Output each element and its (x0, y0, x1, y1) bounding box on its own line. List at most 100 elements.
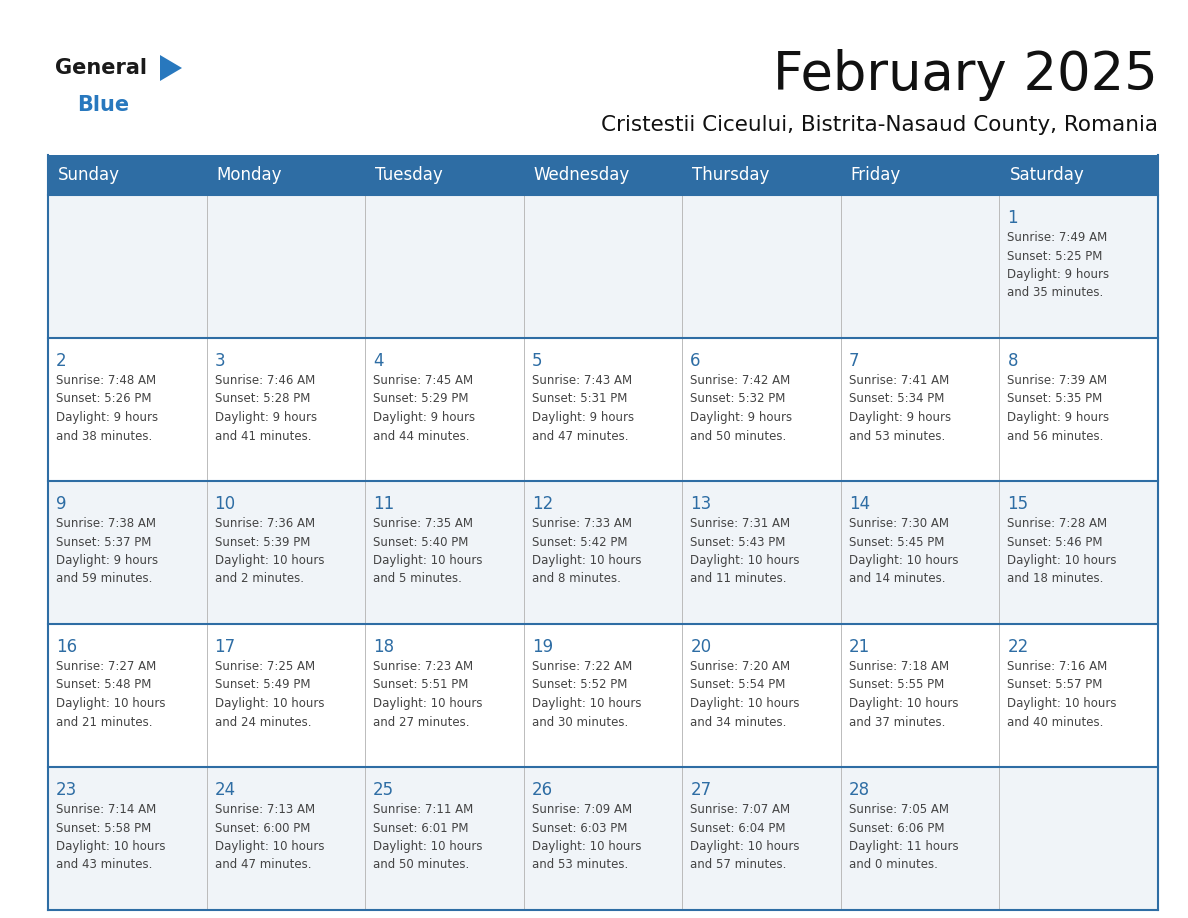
Bar (999, 767, 1158, 910)
Text: Sunset: 5:46 PM: Sunset: 5:46 PM (1007, 535, 1102, 548)
Text: 18: 18 (373, 638, 394, 656)
Text: Sunrise: 7:14 AM: Sunrise: 7:14 AM (56, 803, 157, 816)
Text: Sunrise: 7:41 AM: Sunrise: 7:41 AM (849, 374, 949, 387)
Text: and 47 minutes.: and 47 minutes. (215, 858, 311, 871)
Text: and 0 minutes.: and 0 minutes. (849, 858, 937, 871)
Text: Sunset: 5:37 PM: Sunset: 5:37 PM (56, 535, 151, 548)
Text: Sunset: 6:06 PM: Sunset: 6:06 PM (849, 822, 944, 834)
Bar (999, 195, 1158, 338)
Bar (524, 481, 682, 624)
Text: 7: 7 (849, 352, 859, 370)
Text: Sunset: 5:58 PM: Sunset: 5:58 PM (56, 822, 151, 834)
Text: 22: 22 (1007, 638, 1029, 656)
Text: Sunset: 6:00 PM: Sunset: 6:00 PM (215, 822, 310, 834)
Text: Sunrise: 7:27 AM: Sunrise: 7:27 AM (56, 660, 157, 673)
Text: Sunrise: 7:36 AM: Sunrise: 7:36 AM (215, 517, 315, 530)
Text: Sunrise: 7:35 AM: Sunrise: 7:35 AM (373, 517, 473, 530)
Text: Sunset: 5:54 PM: Sunset: 5:54 PM (690, 678, 785, 691)
Text: Sunrise: 7:09 AM: Sunrise: 7:09 AM (532, 803, 632, 816)
Bar (682, 338, 841, 481)
Bar (365, 338, 524, 481)
Text: Sunset: 6:01 PM: Sunset: 6:01 PM (373, 822, 468, 834)
Bar (365, 767, 524, 910)
Text: Sunrise: 7:25 AM: Sunrise: 7:25 AM (215, 660, 315, 673)
Text: Sunrise: 7:28 AM: Sunrise: 7:28 AM (1007, 517, 1107, 530)
Bar (48, 624, 207, 767)
Text: Daylight: 9 hours: Daylight: 9 hours (532, 411, 634, 424)
Text: 1: 1 (1007, 209, 1018, 227)
Bar (841, 767, 999, 910)
Text: Sunrise: 7:31 AM: Sunrise: 7:31 AM (690, 517, 790, 530)
Text: Sunset: 5:45 PM: Sunset: 5:45 PM (849, 535, 944, 548)
Text: 9: 9 (56, 495, 67, 513)
Text: Daylight: 10 hours: Daylight: 10 hours (56, 697, 165, 710)
Text: Sunset: 5:31 PM: Sunset: 5:31 PM (532, 393, 627, 406)
Text: Wednesday: Wednesday (533, 166, 630, 184)
Bar (682, 624, 841, 767)
Text: Daylight: 9 hours: Daylight: 9 hours (849, 411, 950, 424)
Text: Sunrise: 7:11 AM: Sunrise: 7:11 AM (373, 803, 473, 816)
Text: Sunrise: 7:22 AM: Sunrise: 7:22 AM (532, 660, 632, 673)
Text: 11: 11 (373, 495, 394, 513)
Bar (841, 624, 999, 767)
Text: Daylight: 9 hours: Daylight: 9 hours (1007, 268, 1110, 281)
Text: and 34 minutes.: and 34 minutes. (690, 715, 786, 729)
Bar (524, 624, 682, 767)
Text: Sunrise: 7:48 AM: Sunrise: 7:48 AM (56, 374, 156, 387)
Text: Sunrise: 7:20 AM: Sunrise: 7:20 AM (690, 660, 790, 673)
Text: Sunrise: 7:33 AM: Sunrise: 7:33 AM (532, 517, 632, 530)
Text: and 18 minutes.: and 18 minutes. (1007, 573, 1104, 586)
Text: Sunset: 5:51 PM: Sunset: 5:51 PM (373, 678, 468, 691)
Bar (365, 481, 524, 624)
Text: Tuesday: Tuesday (375, 166, 443, 184)
Text: Daylight: 10 hours: Daylight: 10 hours (373, 554, 482, 567)
Text: Sunset: 5:42 PM: Sunset: 5:42 PM (532, 535, 627, 548)
Text: and 8 minutes.: and 8 minutes. (532, 573, 620, 586)
Text: Sunset: 5:28 PM: Sunset: 5:28 PM (215, 393, 310, 406)
Text: Sunrise: 7:39 AM: Sunrise: 7:39 AM (1007, 374, 1107, 387)
Text: Daylight: 10 hours: Daylight: 10 hours (1007, 697, 1117, 710)
Text: 15: 15 (1007, 495, 1029, 513)
Text: 12: 12 (532, 495, 552, 513)
Text: Sunset: 5:34 PM: Sunset: 5:34 PM (849, 393, 944, 406)
Text: and 56 minutes.: and 56 minutes. (1007, 430, 1104, 442)
Text: Sunset: 5:57 PM: Sunset: 5:57 PM (1007, 678, 1102, 691)
Text: Thursday: Thursday (693, 166, 770, 184)
Text: Daylight: 10 hours: Daylight: 10 hours (532, 840, 642, 853)
Text: Daylight: 10 hours: Daylight: 10 hours (690, 554, 800, 567)
Text: and 44 minutes.: and 44 minutes. (373, 430, 469, 442)
Text: 23: 23 (56, 781, 77, 799)
Text: and 47 minutes.: and 47 minutes. (532, 430, 628, 442)
Text: 26: 26 (532, 781, 552, 799)
Text: Sunrise: 7:43 AM: Sunrise: 7:43 AM (532, 374, 632, 387)
Text: Daylight: 10 hours: Daylight: 10 hours (373, 840, 482, 853)
Text: 28: 28 (849, 781, 870, 799)
Text: Daylight: 10 hours: Daylight: 10 hours (215, 697, 324, 710)
Text: Sunset: 5:26 PM: Sunset: 5:26 PM (56, 393, 152, 406)
Text: Sunrise: 7:45 AM: Sunrise: 7:45 AM (373, 374, 473, 387)
Text: Sunset: 5:52 PM: Sunset: 5:52 PM (532, 678, 627, 691)
Text: and 38 minutes.: and 38 minutes. (56, 430, 152, 442)
Text: 14: 14 (849, 495, 870, 513)
Text: 8: 8 (1007, 352, 1018, 370)
Text: Daylight: 9 hours: Daylight: 9 hours (373, 411, 475, 424)
Text: 6: 6 (690, 352, 701, 370)
Text: 24: 24 (215, 781, 235, 799)
Text: Sunrise: 7:13 AM: Sunrise: 7:13 AM (215, 803, 315, 816)
Text: and 30 minutes.: and 30 minutes. (532, 715, 628, 729)
Bar (48, 767, 207, 910)
Text: Sunrise: 7:30 AM: Sunrise: 7:30 AM (849, 517, 949, 530)
Text: Daylight: 9 hours: Daylight: 9 hours (1007, 411, 1110, 424)
Text: and 24 minutes.: and 24 minutes. (215, 715, 311, 729)
Bar (999, 481, 1158, 624)
Text: Cristestii Ciceului, Bistrita-Nasaud County, Romania: Cristestii Ciceului, Bistrita-Nasaud Cou… (601, 115, 1158, 135)
Text: and 41 minutes.: and 41 minutes. (215, 430, 311, 442)
Text: Blue: Blue (77, 95, 129, 115)
Text: Sunset: 5:48 PM: Sunset: 5:48 PM (56, 678, 151, 691)
Text: and 2 minutes.: and 2 minutes. (215, 573, 304, 586)
Text: Daylight: 10 hours: Daylight: 10 hours (56, 840, 165, 853)
Bar (207, 481, 365, 624)
Text: 2: 2 (56, 352, 67, 370)
Text: Monday: Monday (216, 166, 282, 184)
Text: and 40 minutes.: and 40 minutes. (1007, 715, 1104, 729)
